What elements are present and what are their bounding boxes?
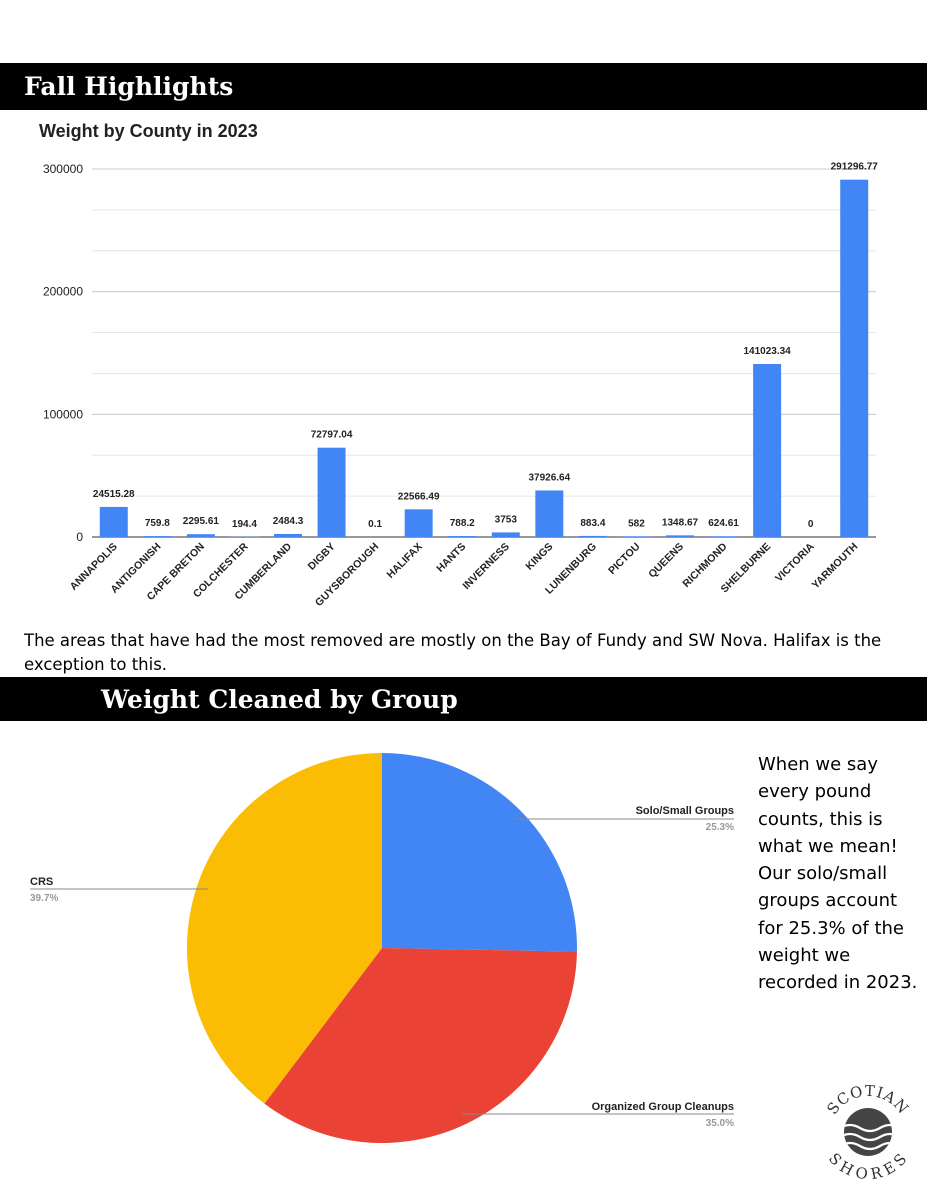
data-label: 2484.3 <box>273 516 304 527</box>
data-label: 37926.64 <box>528 472 570 483</box>
pie-chart-weight-by-group: Solo/Small Groups 25.3% Organized Group Cl… <box>30 753 734 1143</box>
bar <box>840 179 869 537</box>
pie-slice <box>264 948 577 1143</box>
bar <box>143 536 172 537</box>
data-label: 0 <box>808 519 814 530</box>
x-tick-label: PICTOU <box>606 541 642 577</box>
x-tick-label: DIGBY <box>306 541 338 573</box>
bar <box>274 533 302 537</box>
scotian-shores-logo: SCOTIAN SHORES <box>823 1082 911 1182</box>
data-label: 291296.77 <box>831 162 879 173</box>
data-label: 582 <box>628 518 645 529</box>
slice-label: Solo/Small Groups <box>636 805 734 817</box>
x-tick-label: HALIFAX <box>385 541 425 581</box>
bar <box>578 535 607 537</box>
slice-label: CRS <box>30 876 53 888</box>
x-tick-label: YARMOUTH <box>810 541 861 592</box>
slice-label: Organized Group Cleanups <box>592 1101 734 1113</box>
data-label: 24515.28 <box>93 489 135 500</box>
chart-caption: The areas that have had the most removed… <box>24 631 882 674</box>
bar-chart-weight-by-county: Weight by County in 2023 0 100000 200000 300… <box>39 121 879 609</box>
data-label: 72797.04 <box>311 430 353 441</box>
pie-slice <box>187 753 382 1104</box>
bar <box>186 534 215 537</box>
section-header-weight-by-group: Weight Cleaned by Group <box>0 677 927 721</box>
data-label: 141023.34 <box>743 346 791 357</box>
data-label: 2295.61 <box>183 516 220 527</box>
bar <box>666 535 694 537</box>
x-tick-label: QUEENS <box>646 541 686 581</box>
data-label: 22566.49 <box>398 491 440 502</box>
bar <box>448 536 477 537</box>
y-tick-label: 100000 <box>43 407 83 421</box>
data-label: 883.4 <box>580 518 605 529</box>
section-title: Weight Cleaned by Group <box>101 685 458 714</box>
x-tick-label: VICTORIA <box>773 540 817 584</box>
section-title: Fall Highlights <box>24 72 234 101</box>
bar <box>317 447 346 537</box>
chart-title: Weight by County in 2023 <box>39 121 258 141</box>
y-tick-label: 0 <box>76 530 83 544</box>
data-label: 194.4 <box>232 519 257 530</box>
bar <box>535 490 564 537</box>
slice-percent: 25.3% <box>706 822 734 833</box>
bar <box>622 536 651 537</box>
y-tick-label: 200000 <box>43 285 83 299</box>
data-label: 3753 <box>495 514 518 525</box>
x-tick-label: HANTS <box>434 541 468 575</box>
bar <box>99 506 128 537</box>
data-label: 788.2 <box>450 518 475 529</box>
slice-percent: 35.0% <box>706 1118 734 1129</box>
bar <box>491 532 520 537</box>
side-note: When we say every pound counts, this is … <box>758 754 918 994</box>
y-tick-label: 300000 <box>43 162 83 176</box>
bar <box>709 536 738 537</box>
section-header-fall-highlights: Fall Highlights <box>0 63 927 110</box>
pie-slice <box>382 753 577 952</box>
data-label: 1348.67 <box>662 517 699 528</box>
data-label: 624.61 <box>708 518 739 529</box>
bar <box>753 364 782 537</box>
data-label: 759.8 <box>145 518 170 529</box>
bar <box>404 509 433 537</box>
x-tick-label: INVERNESS <box>461 541 512 592</box>
slice-percent: 39.7% <box>30 893 58 904</box>
data-label: 0.1 <box>368 519 382 530</box>
x-tick-label: KINGS <box>523 541 555 573</box>
